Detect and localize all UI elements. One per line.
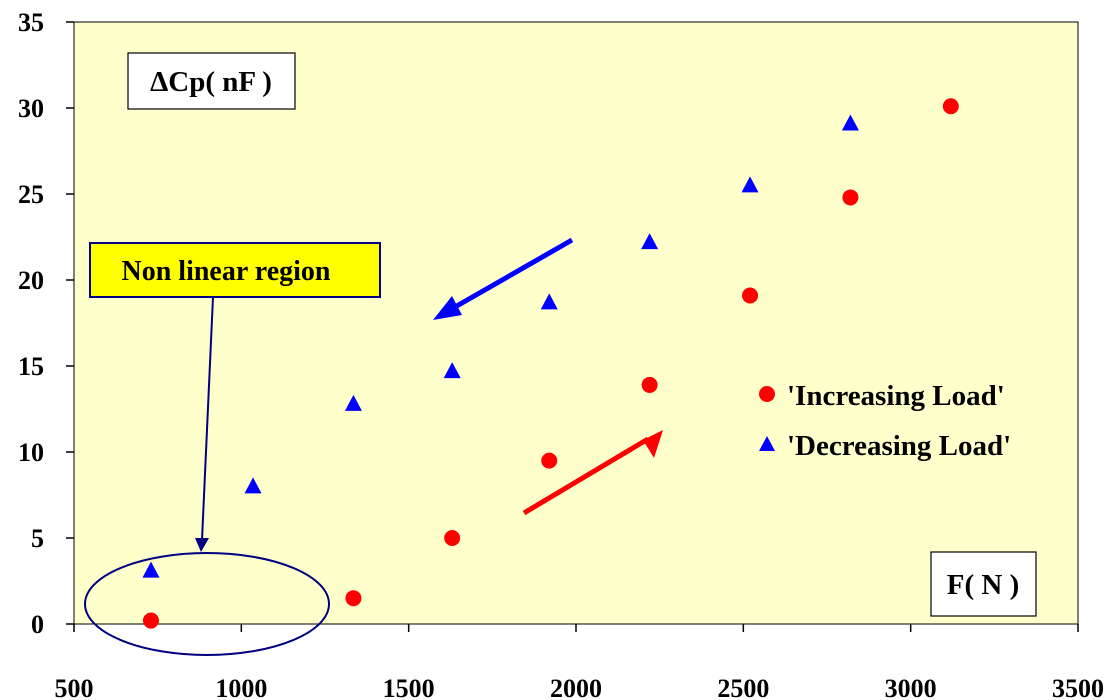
x-tick-label: 500 — [55, 674, 94, 700]
plot-area — [73, 21, 1079, 625]
y-axis-label-box: ΔCp( nF ) — [127, 52, 296, 110]
y-tick-label: 35 — [18, 8, 44, 37]
legend-label-decreasing: 'Decreasing Load' — [787, 430, 1011, 462]
x-tick-label: 2500 — [717, 674, 769, 700]
legend-label-increasing: 'Increasing Load' — [787, 380, 1005, 412]
y-tick-label: 0 — [31, 610, 44, 639]
increasing-load-point — [742, 287, 759, 304]
nonlinear-region-annotation: Non linear region — [84, 242, 381, 656]
decreasing-load-point — [244, 477, 262, 494]
x-tick-label: 2000 — [550, 674, 602, 700]
decreasing-load-point — [443, 362, 461, 379]
x-axis-label: F( N ) — [947, 569, 1019, 601]
legend: 'Increasing Load' 'Decreasing Load' — [759, 380, 1011, 462]
increasing-load-point — [444, 530, 461, 546]
x-tick-label: 1000 — [215, 674, 267, 700]
nonlinear-pointer-line — [201, 296, 214, 541]
decreasing-load-point — [142, 561, 160, 578]
x-tick-label: 1500 — [383, 674, 435, 700]
y-tick-label: 30 — [18, 94, 44, 123]
nonlinear-label: Non linear region — [122, 256, 331, 287]
decreasing-load-point — [540, 293, 558, 310]
y-tick-label: 15 — [18, 352, 44, 381]
nonlinear-label-box — [89, 242, 381, 298]
x-axis-label-box: F( N ) — [930, 551, 1037, 617]
data-points — [142, 98, 959, 629]
legend-marker-increasing — [759, 386, 775, 402]
increasing-load-point — [345, 590, 362, 607]
increasing-load-point — [641, 376, 658, 393]
increasing-load-point — [142, 612, 159, 629]
nonlinear-pointer-head — [195, 538, 209, 552]
y-tick-label: 20 — [18, 266, 44, 295]
y-tick-label: 10 — [18, 438, 44, 467]
legend-marker-decreasing — [759, 436, 775, 451]
nonlinear-region-ellipse — [84, 552, 330, 656]
decreasing-load-point — [741, 176, 759, 193]
y-tick-label: 5 — [31, 524, 44, 553]
x-tick-label: 3000 — [885, 674, 937, 700]
decreasing-load-point — [841, 114, 859, 131]
x-tick-label: 3500 — [1052, 674, 1104, 700]
decreasing-load-point — [641, 233, 659, 250]
increasing-load-point — [942, 98, 959, 115]
y-tick-label: 25 — [18, 180, 44, 209]
y-axis-label: ΔCp( nF ) — [150, 66, 272, 98]
x-axis: 500 1000 1500 2000 2500 3000 3500 — [55, 624, 1104, 700]
y-axis: 0 5 10 15 20 25 30 35 — [18, 8, 74, 639]
decreasing-load-point — [344, 394, 362, 411]
increasing-direction-arrow — [522, 430, 663, 516]
decreasing-direction-arrow — [433, 237, 574, 320]
increasing-load-point — [842, 189, 859, 206]
increasing-load-point — [541, 452, 558, 469]
